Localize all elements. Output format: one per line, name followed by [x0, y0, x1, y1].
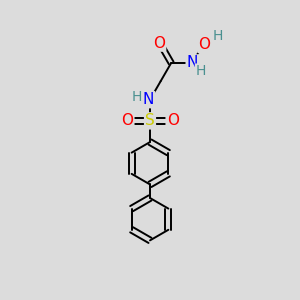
Text: O: O	[199, 37, 211, 52]
Text: H: H	[213, 29, 224, 43]
Text: N: N	[187, 56, 198, 70]
Text: O: O	[167, 113, 179, 128]
Text: H: H	[196, 64, 206, 78]
Text: H: H	[132, 90, 142, 104]
Text: O: O	[121, 113, 133, 128]
Text: O: O	[153, 36, 165, 51]
Text: N: N	[143, 92, 154, 107]
Text: S: S	[145, 113, 155, 128]
